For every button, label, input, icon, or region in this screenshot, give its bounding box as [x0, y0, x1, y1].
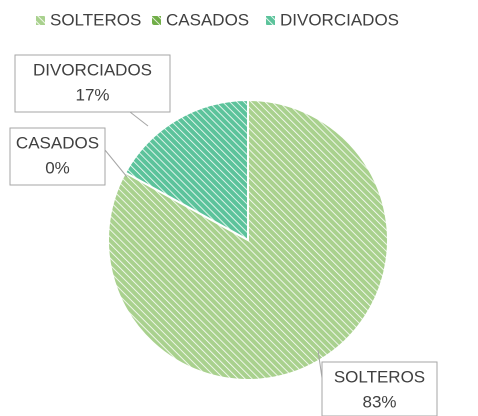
pie [107, 98, 389, 381]
leader-line [104, 149, 128, 178]
label-box [321, 361, 438, 416]
legend-swatch [152, 16, 161, 25]
legend: SOLTEROS CASADOS DIVORCIADOS [36, 10, 399, 29]
legend-swatch [266, 16, 275, 25]
leader-line [317, 349, 323, 379]
label-value: 0% [45, 158, 70, 177]
label-category: SOLTEROS [334, 367, 425, 386]
data-labels: SOLTEROS 83% CASADOS 0% DIVORCIADOS 17% [9, 54, 438, 416]
label-value: 83% [362, 392, 396, 411]
label-category: CASADOS [16, 133, 99, 152]
label-value: 17% [75, 85, 109, 104]
pie-slice [123, 98, 249, 242]
legend-label: CASADOS [166, 10, 249, 29]
leader-line [129, 111, 149, 127]
legend-swatch [36, 16, 45, 25]
label-box [14, 54, 171, 113]
label-box [9, 127, 106, 186]
legend-label: SOLTEROS [50, 10, 141, 29]
label-category: DIVORCIADOS [33, 60, 152, 79]
legend-label: DIVORCIADOS [280, 10, 399, 29]
